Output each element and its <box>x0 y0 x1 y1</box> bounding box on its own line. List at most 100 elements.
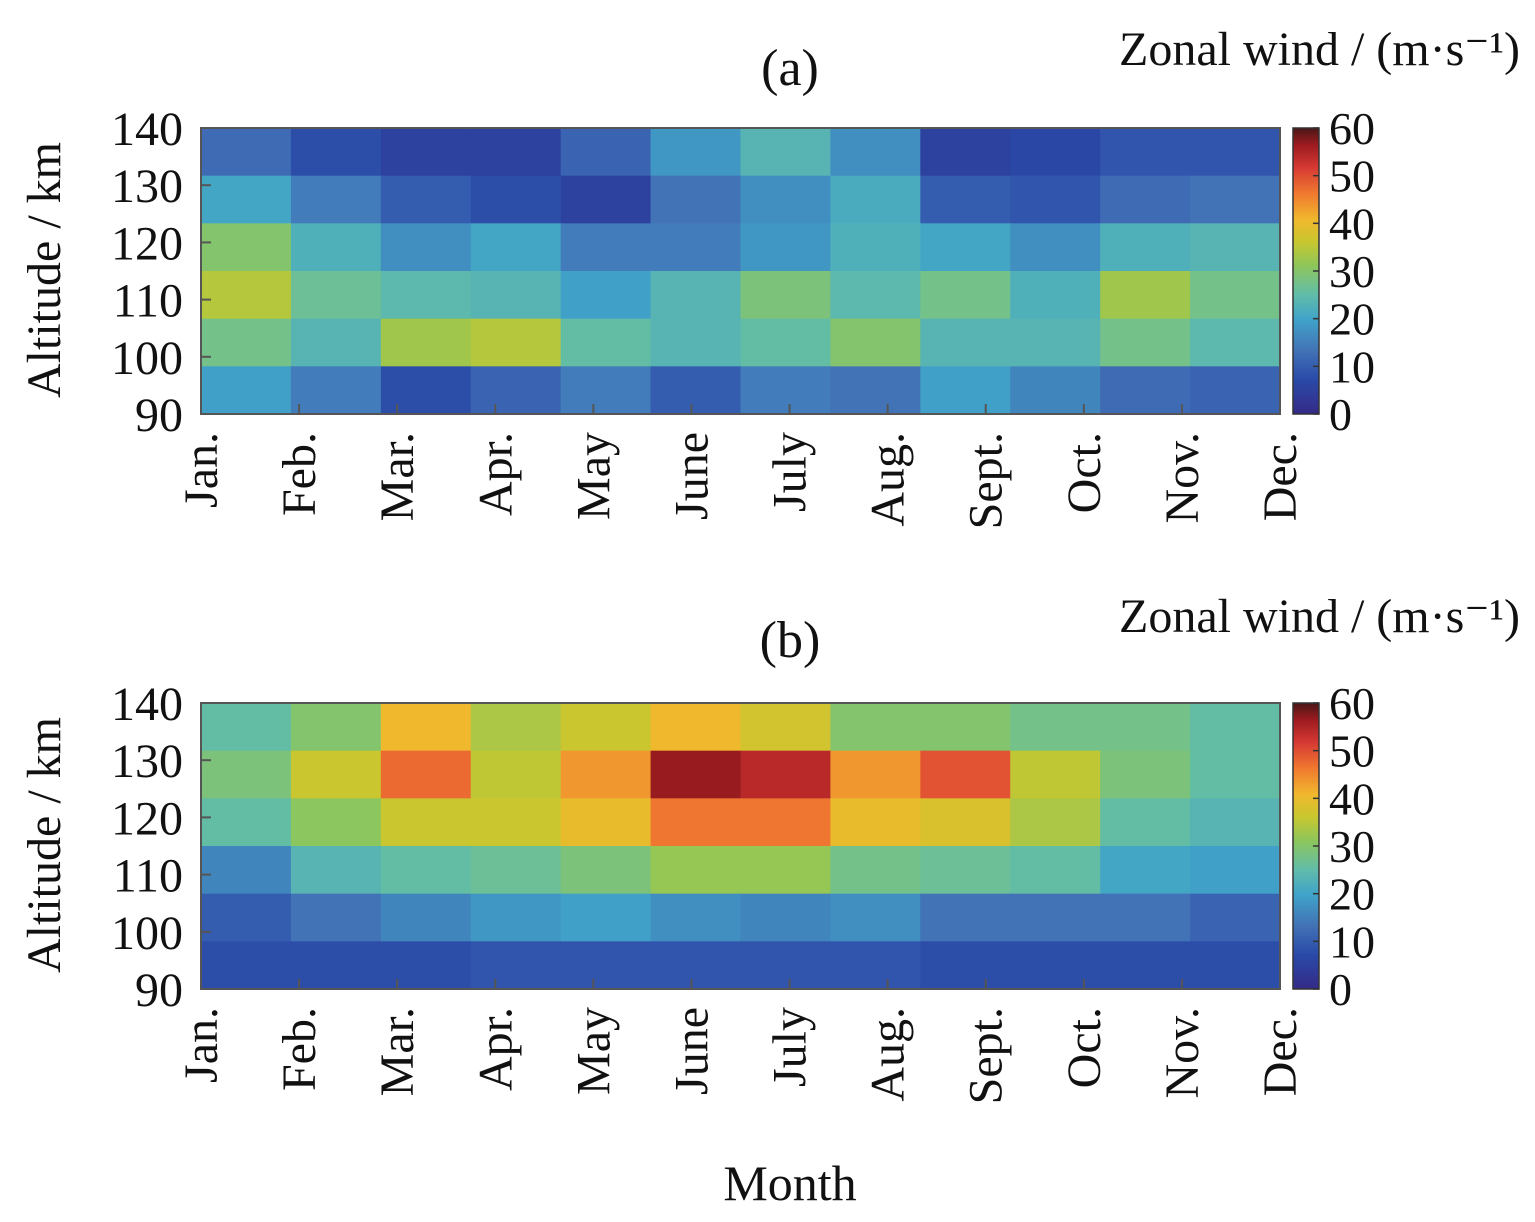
heatmap-cell-a-90-0 <box>201 366 292 415</box>
colorbar-tick-label: 50 <box>1329 726 1375 777</box>
heatmap-cell-a-130-1 <box>290 175 382 224</box>
heatmap-cell-b-140-4 <box>560 703 652 752</box>
y-tick-label: 110 <box>113 850 183 903</box>
heatmap-cell-a-140-7 <box>830 128 921 177</box>
heatmap-cell-b-110-11 <box>1190 846 1281 895</box>
panel-a-plot <box>201 128 1281 415</box>
heatmap-cell-a-130-10 <box>1100 175 1191 224</box>
colorbar-tick-label: 0 <box>1329 389 1352 440</box>
x-tick-label: Nov. <box>1156 1007 1209 1099</box>
heatmap-cell-b-90-11 <box>1190 941 1281 990</box>
heatmap-cell-b-140-3 <box>470 703 562 752</box>
y-tick-label: 90 <box>135 964 183 1017</box>
heatmap-cell-b-90-5 <box>650 941 742 990</box>
heatmap-cell-a-90-9 <box>1010 366 1101 415</box>
heatmap-cell-a-90-6 <box>740 366 832 415</box>
heatmap-cell-b-120-8 <box>920 798 1011 847</box>
panel-b-colorbar-title: Zonal wind / (m·s⁻¹) <box>1119 590 1520 643</box>
heatmap-cell-a-110-6 <box>740 271 832 320</box>
panel-b-x-ticks: Jan. Feb. Mar. Apr. May June July Aug. Sept. Oct.… <box>175 979 1307 1104</box>
x-tick-label: Oct. <box>1058 1007 1111 1088</box>
panel-a: (a) Zonal wind / (m·s⁻¹) Altitude / km 1… <box>18 23 1520 529</box>
panel-a-colorbar-title: Zonal wind / (m·s⁻¹) <box>1119 23 1520 76</box>
panel-a-ylabel: Altitude / km <box>18 142 71 398</box>
heatmap-cell-b-110-1 <box>290 846 382 895</box>
heatmap-cell-a-110-3 <box>470 271 562 320</box>
heatmap-cell-a-130-5 <box>650 175 742 224</box>
colorbar-tick-label: 50 <box>1329 151 1375 202</box>
heatmap-cell-a-140-3 <box>470 128 562 177</box>
heatmap-cell-b-90-6 <box>740 941 832 990</box>
heatmap-cell-a-90-10 <box>1100 366 1191 415</box>
y-tick-label: 120 <box>111 217 183 270</box>
x-tick-label: July <box>764 1007 817 1087</box>
x-tick-label: Aug. <box>862 1007 915 1102</box>
heatmap-cell-a-100-1 <box>290 318 382 367</box>
y-tick-label: 130 <box>111 160 183 213</box>
heatmap-cell-a-120-11 <box>1190 223 1281 272</box>
y-tick-label: 100 <box>111 332 183 385</box>
heatmap-cell-a-130-4 <box>560 175 652 224</box>
heatmap-cell-b-90-0 <box>201 941 292 990</box>
heatmap-cell-b-140-2 <box>380 703 472 752</box>
x-tick-label: Mar. <box>371 1007 424 1096</box>
heatmap-cell-a-120-8 <box>920 223 1011 272</box>
heatmap-cell-a-140-0 <box>201 128 292 177</box>
heatmap-cell-b-90-9 <box>1010 941 1101 990</box>
heatmap-cell-b-110-2 <box>380 846 472 895</box>
heatmap-cell-b-120-2 <box>380 798 472 847</box>
colorbar-tick-label: 40 <box>1329 198 1375 249</box>
heatmap-cell-b-120-5 <box>650 798 742 847</box>
colorbar-tick-label: 10 <box>1329 341 1375 392</box>
heatmap-cell-b-100-7 <box>830 893 921 942</box>
heatmap-cell-b-130-7 <box>830 750 921 799</box>
heatmap-cell-b-90-8 <box>920 941 1011 990</box>
heatmap-cell-b-110-0 <box>201 846 292 895</box>
x-tick-label: Feb. <box>273 1007 326 1091</box>
colorbar-tick-label: 30 <box>1329 821 1375 872</box>
colorbar-tick-label: 60 <box>1329 103 1375 154</box>
heatmap-cell-a-110-4 <box>560 271 652 320</box>
heatmap-cell-a-90-4 <box>560 366 652 415</box>
heatmap-cell-b-130-8 <box>920 750 1011 799</box>
heatmap-cell-b-140-7 <box>830 703 921 752</box>
heatmap-cell-b-140-9 <box>1010 703 1101 752</box>
heatmap-cell-b-140-11 <box>1190 703 1281 752</box>
y-tick-label: 100 <box>111 907 183 960</box>
x-tick-label: Oct. <box>1058 432 1111 513</box>
heatmap-cell-a-110-11 <box>1190 271 1281 320</box>
heatmap-cell-b-130-9 <box>1010 750 1101 799</box>
panel-a-x-ticks: Jan. Feb. Mar. Apr. May June July Aug. Sept. Oct.… <box>175 404 1307 529</box>
panel-b-plot <box>201 703 1281 990</box>
heatmap-cell-a-100-5 <box>650 318 742 367</box>
heatmap-cell-b-110-6 <box>740 846 832 895</box>
heatmap-cell-a-100-10 <box>1100 318 1191 367</box>
heatmap-cell-b-90-3 <box>470 941 562 990</box>
heatmap-cell-a-120-6 <box>740 223 832 272</box>
heatmap-cell-a-130-8 <box>920 175 1011 224</box>
heatmap-cell-a-120-7 <box>830 223 921 272</box>
heatmap-cell-b-110-4 <box>560 846 652 895</box>
heatmap-cell-b-130-11 <box>1190 750 1281 799</box>
heatmap-cell-b-140-1 <box>290 703 382 752</box>
panel-b-label: (b) <box>760 612 821 669</box>
heatmap-cell-a-130-6 <box>740 175 832 224</box>
x-tick-label: May <box>567 432 620 520</box>
heatmap-cell-a-100-11 <box>1190 318 1281 367</box>
heatmap-cell-b-130-6 <box>740 750 832 799</box>
heatmap-cell-a-130-7 <box>830 175 921 224</box>
heatmap-cell-b-100-0 <box>201 893 292 942</box>
heatmap-cell-a-90-3 <box>470 366 562 415</box>
heatmap-cell-b-90-10 <box>1100 941 1191 990</box>
heatmap-cell-a-100-7 <box>830 318 921 367</box>
heatmap-cell-a-120-5 <box>650 223 742 272</box>
heatmap-cell-b-120-3 <box>470 798 562 847</box>
heatmap-cell-b-90-4 <box>560 941 652 990</box>
heatmap-cell-a-110-10 <box>1100 271 1191 320</box>
colorbar-tick-label: 0 <box>1329 964 1352 1015</box>
colorbar-tick-label: 40 <box>1329 773 1375 824</box>
heatmap-cell-b-90-1 <box>290 941 382 990</box>
y-tick-label: 90 <box>135 389 183 442</box>
heatmap-cell-a-110-2 <box>380 271 472 320</box>
